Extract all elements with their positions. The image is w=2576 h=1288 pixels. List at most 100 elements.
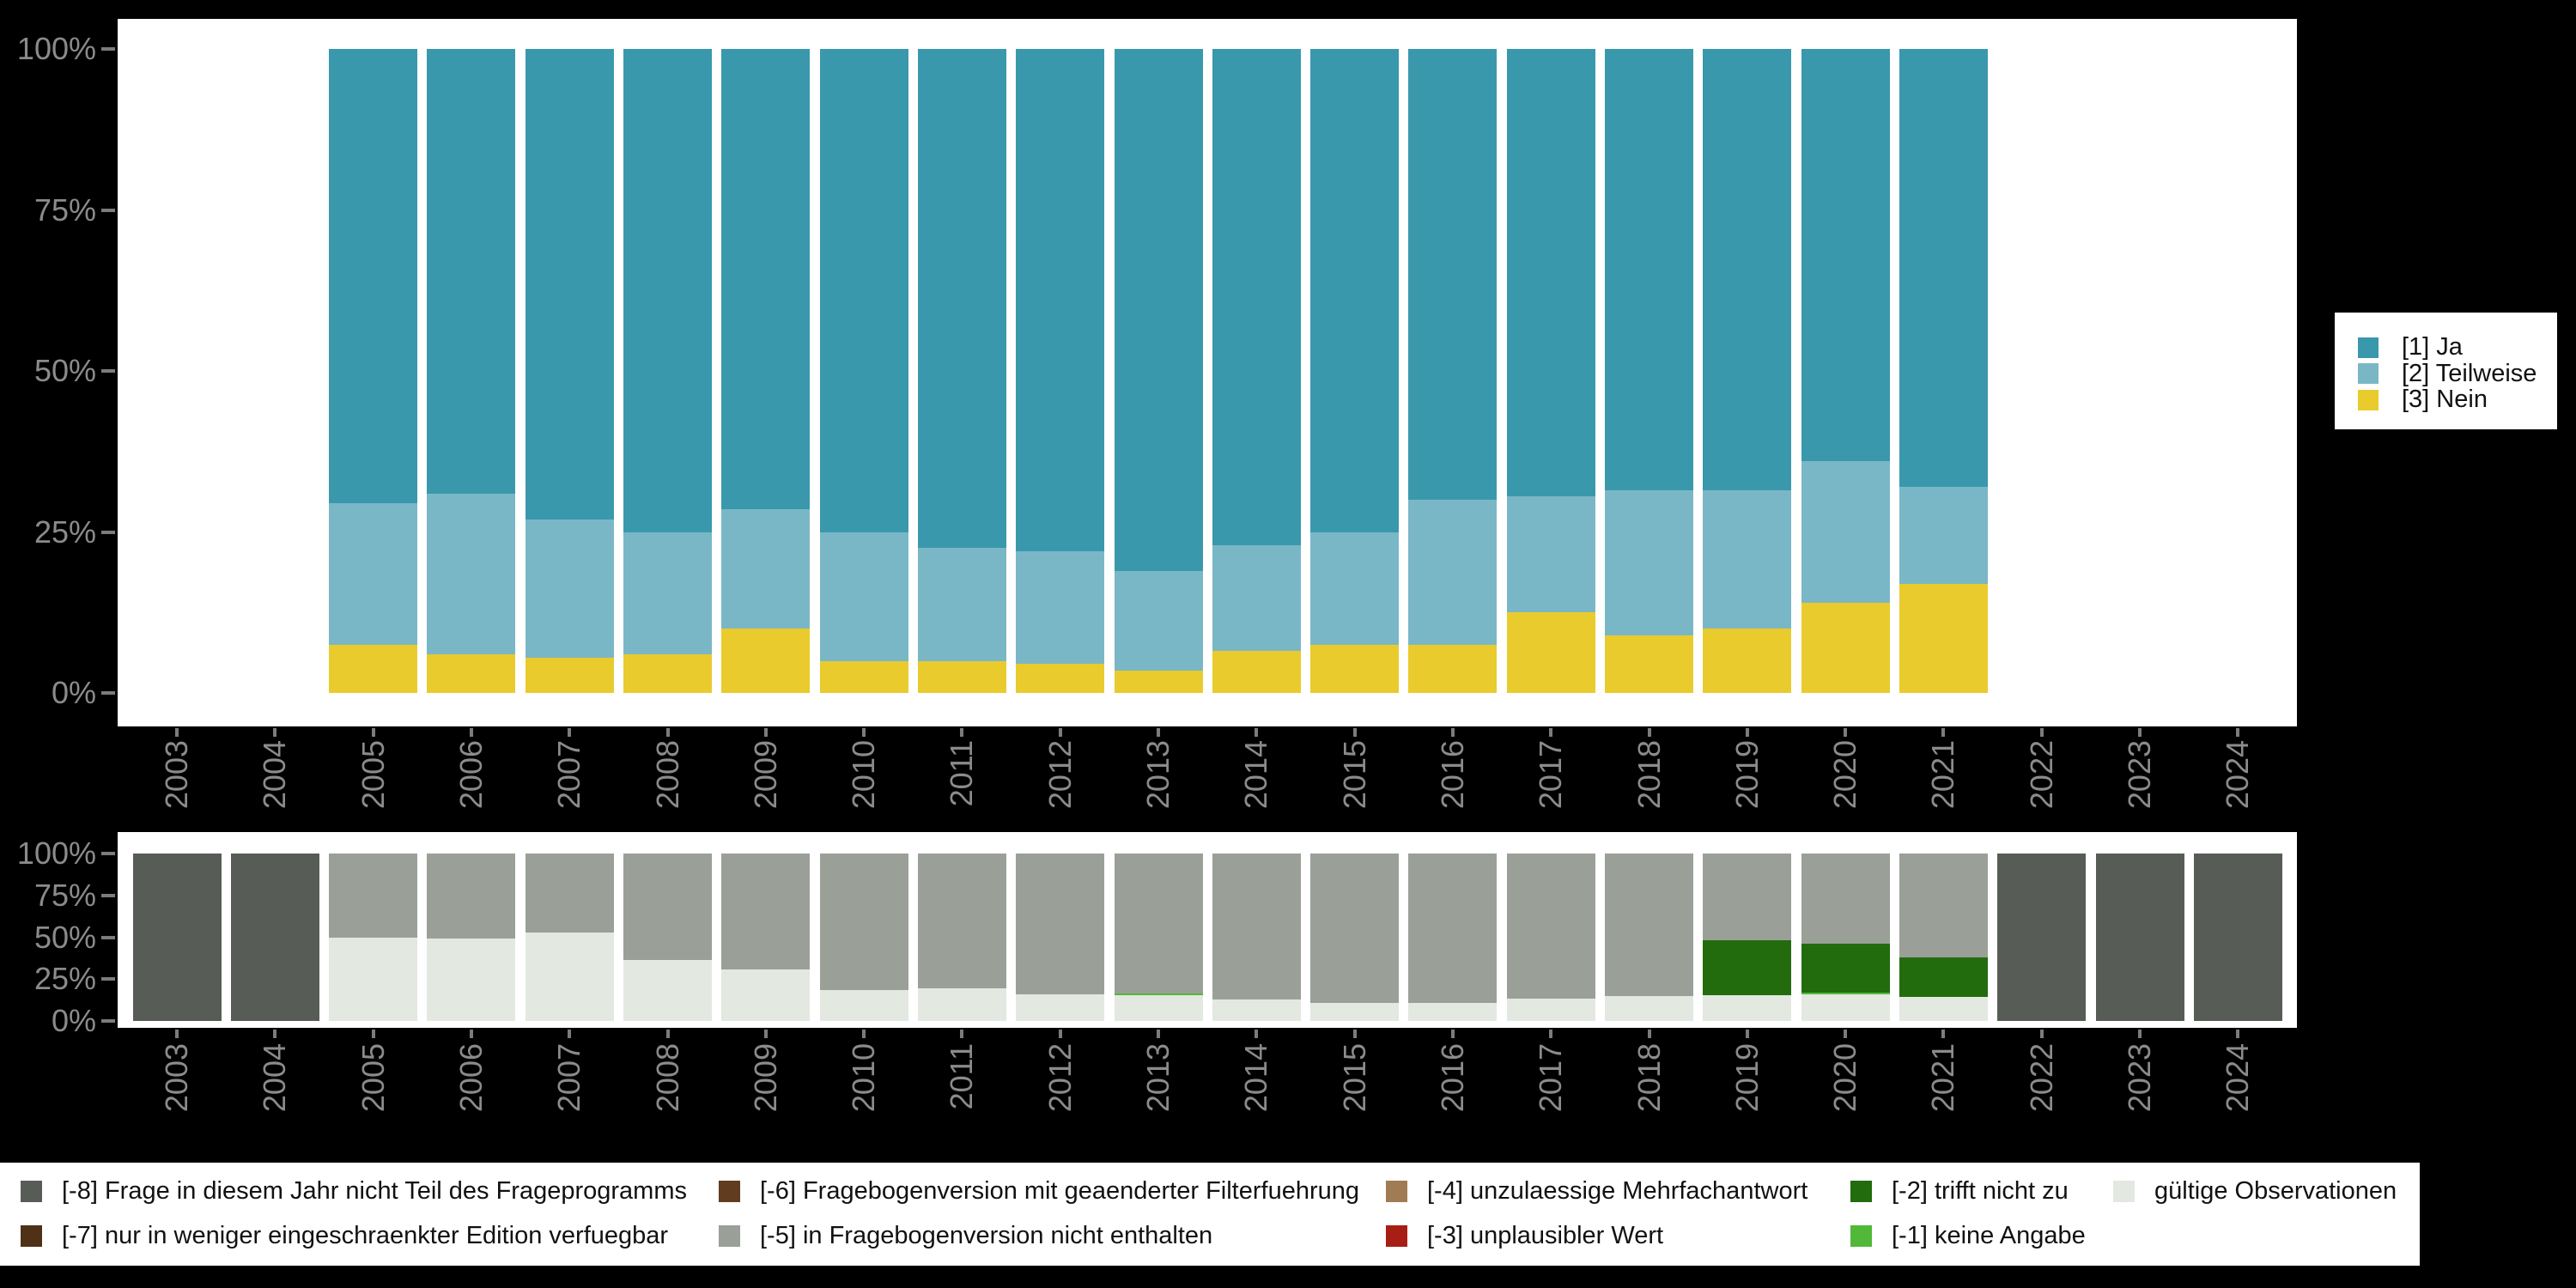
x-axis-year-label: 2020 — [1827, 740, 1863, 810]
bar-segment — [427, 654, 516, 693]
x-axis-tick-mark — [1745, 728, 1749, 737]
bar-segment — [1605, 49, 1693, 490]
y-axis-tick-mark — [101, 893, 115, 897]
x-axis-year-label: 2018 — [1631, 1043, 1667, 1113]
legend-swatch — [2113, 1181, 2135, 1202]
bar-segment — [1703, 489, 1792, 629]
legend-swatch — [1850, 1225, 1872, 1247]
x-axis-tick-mark — [1549, 1030, 1553, 1038]
x-axis-year-label: 2019 — [1728, 740, 1765, 810]
x-axis-year-label: 2024 — [2220, 740, 2256, 810]
x-axis-year-label: 2017 — [1533, 740, 1569, 810]
bar-segment — [1801, 854, 1890, 945]
bar-segment — [427, 854, 516, 939]
bar-segment — [721, 854, 811, 969]
legend-item: [-4] unzulaessige Mehrfachantwort — [1386, 1177, 1807, 1206]
bar-segment — [329, 502, 418, 645]
x-axis-tick-mark — [1647, 728, 1651, 737]
legend-item: [1] Ja — [2358, 333, 2463, 361]
bar-segment — [1801, 461, 1890, 603]
legend-item: [2] Teilweise — [2358, 360, 2537, 388]
legend-swatch — [21, 1225, 42, 1247]
x-axis-year-label: 2022 — [2023, 740, 2059, 810]
x-axis-tick-mark — [2236, 728, 2240, 737]
x-axis-tick-mark — [1255, 1030, 1259, 1038]
bar-segment — [329, 644, 418, 693]
x-axis-year-label: 2013 — [1140, 1043, 1176, 1113]
bar-segment — [1801, 993, 1890, 1021]
y-axis-tick-label: 75% — [33, 191, 96, 228]
legend-label: [-8] Frage in diesem Jahr nicht Teil des… — [62, 1177, 687, 1205]
x-axis-year-label: 2009 — [747, 740, 783, 810]
legend-label: [-3] unplausibler Wert — [1427, 1222, 1664, 1249]
x-axis-tick-mark — [862, 1030, 866, 1038]
bar-segment — [1016, 664, 1105, 693]
x-axis-tick-mark — [175, 1030, 179, 1038]
x-axis-tick-mark — [273, 728, 277, 737]
answers-legend-box: [1] Ja [2] Teilweise [3] Nein — [2335, 313, 2557, 429]
x-axis-year-label: 2004 — [257, 740, 293, 810]
x-axis-year-label: 2010 — [846, 740, 882, 810]
bar-segment — [1605, 635, 1693, 693]
bar-segment — [1310, 854, 1400, 1003]
legend-swatch — [1386, 1181, 1407, 1202]
x-axis-year-label: 2012 — [1042, 1043, 1078, 1113]
x-axis-year-label: 2017 — [1533, 1043, 1569, 1113]
x-axis-year-label: 2023 — [2122, 1043, 2157, 1113]
bar-segment — [1703, 629, 1792, 693]
bar-segment — [1114, 994, 1203, 1021]
bar-segment — [1506, 612, 1595, 693]
bar-segment — [1801, 49, 1890, 461]
bar-segment — [1899, 487, 1988, 584]
bar-segment — [1801, 992, 1890, 994]
x-axis-year-label: 2007 — [551, 1043, 587, 1113]
bar-segment — [917, 49, 1006, 549]
x-axis-tick-mark — [665, 728, 670, 737]
y-axis-tick-label: 50% — [33, 353, 96, 388]
bar-segment — [2193, 854, 2282, 1021]
bar-segment — [1408, 644, 1498, 693]
x-axis-tick-mark — [1450, 1030, 1455, 1038]
bar-segment — [1212, 49, 1301, 545]
bar-segment — [917, 987, 1006, 1021]
y-axis-tick-label: 100% — [16, 31, 96, 66]
y-axis-tick-label: 0% — [51, 1003, 96, 1038]
x-axis-tick-mark — [2039, 728, 2044, 737]
x-axis-tick-mark — [273, 1030, 277, 1038]
legend-swatch — [21, 1181, 42, 1202]
bar-segment — [1114, 49, 1203, 571]
bar-segment — [819, 532, 908, 661]
x-axis-tick-mark — [1941, 1030, 1946, 1038]
x-axis-year-label: 2021 — [1925, 740, 1961, 810]
x-axis-tick-mark — [862, 728, 866, 737]
x-axis-year-label: 2003 — [159, 740, 194, 810]
bar-segment — [1408, 49, 1498, 500]
x-axis-tick-mark — [1157, 1030, 1160, 1038]
bar-segment — [1212, 999, 1301, 1021]
x-axis-tick-mark — [1647, 1030, 1651, 1038]
y-axis-tick-label: 25% — [33, 513, 96, 550]
y-axis-tick-label: 75% — [33, 877, 96, 913]
bar-segment — [917, 548, 1006, 661]
bar-segment — [1801, 944, 1890, 993]
bar-segment — [819, 49, 908, 532]
x-axis-year-label: 2016 — [1434, 740, 1470, 810]
x-axis-tick-mark — [763, 728, 768, 737]
x-axis-year-label: 2004 — [257, 1043, 293, 1113]
bar-segment — [1016, 49, 1105, 551]
bar-segment — [819, 989, 908, 1021]
legend-item: [3] Nein — [2358, 386, 2488, 414]
bar-segment — [1212, 651, 1301, 693]
legend-label: [2] Teilweise — [2402, 359, 2537, 387]
x-axis-year-label: 2016 — [1434, 1043, 1470, 1113]
x-axis-year-label: 2014 — [1238, 740, 1274, 810]
x-axis-tick-mark — [2236, 1030, 2240, 1038]
legend-label: [-5] in Fragebogenversion nicht enthalte… — [760, 1222, 1213, 1249]
legend-label: [1] Ja — [2402, 333, 2463, 361]
x-axis-year-label: 2010 — [846, 1043, 882, 1113]
legend-swatch — [2358, 337, 2379, 358]
bar-segment — [1212, 544, 1301, 652]
x-axis-year-label: 2020 — [1827, 1043, 1863, 1113]
bar-segment — [1703, 940, 1792, 995]
